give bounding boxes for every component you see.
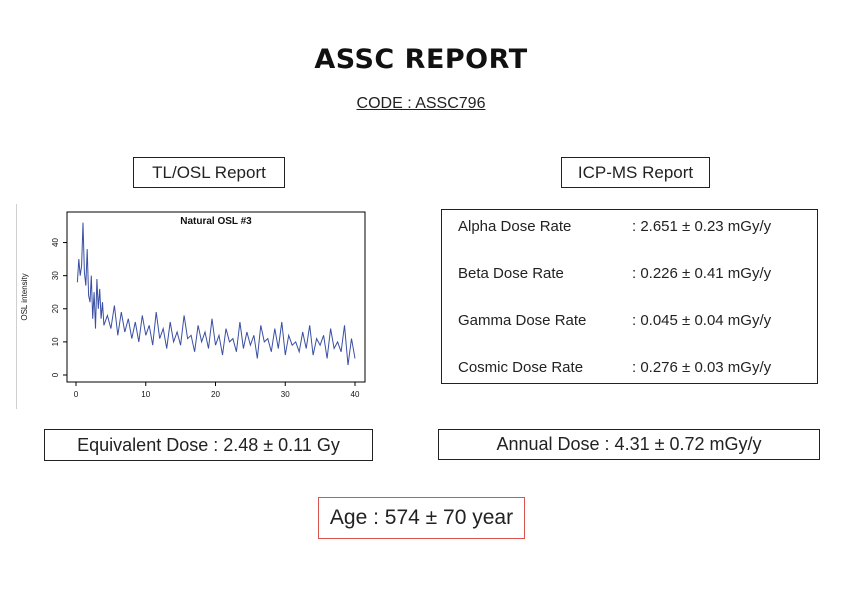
dose-value: : 0.276 ± 0.03 mGy/y <box>632 359 772 376</box>
y-axis: 0 10 20 30 40 <box>51 238 67 377</box>
age-result-box: Age : 574 ± 70 year <box>318 497 525 539</box>
chart-border-edge <box>16 204 17 409</box>
dose-row-gamma: Gamma Dose Rate : 0.045 ± 0.04 mGy/y <box>442 312 817 332</box>
report-title: ASSC REPORT <box>314 44 528 75</box>
dose-value: : 2.651 ± 0.23 mGy/y <box>632 218 772 235</box>
dose-row-alpha: Alpha Dose Rate : 2.651 ± 0.23 mGy/y <box>442 218 817 238</box>
report-code: CODE : ASSC796 <box>356 95 486 112</box>
x-tick-label: 40 <box>351 390 360 399</box>
osl-chart-svg: Natural OSL #3 OSL intensity 0 10 20 30 40 0… <box>20 211 366 399</box>
dose-label: Cosmic Dose Rate <box>458 359 584 376</box>
dose-value: : 0.045 ± 0.04 mGy/y <box>632 312 772 329</box>
chart-ylabel: OSL intensity <box>20 273 29 320</box>
y-tick-label: 10 <box>51 337 60 346</box>
equivalent-dose-box: Equivalent Dose : 2.48 ± 0.11 Gy <box>44 429 373 461</box>
y-tick-label: 30 <box>51 271 60 280</box>
x-tick-label: 20 <box>211 390 220 399</box>
tlosl-section-title: TL/OSL Report <box>133 157 285 188</box>
chart-plot-frame <box>66 211 366 383</box>
y-tick-label: 20 <box>51 304 60 313</box>
dose-row-cosmic: Cosmic Dose Rate : 0.276 ± 0.03 mGy/y <box>442 359 817 379</box>
dose-value: : 0.226 ± 0.41 mGy/y <box>632 265 772 282</box>
x-tick-label: 0 <box>74 390 79 399</box>
x-axis: 0 10 20 30 40 <box>74 382 360 399</box>
icpms-dose-table: Alpha Dose Rate : 2.651 ± 0.23 mGy/y Bet… <box>441 209 818 384</box>
y-tick-label: 40 <box>51 238 60 247</box>
dose-label: Gamma Dose Rate <box>458 312 587 329</box>
osl-series-line <box>76 222 356 366</box>
dose-row-beta: Beta Dose Rate : 0.226 ± 0.41 mGy/y <box>442 265 817 285</box>
chart-title: Natural OSL #3 <box>180 216 252 227</box>
dose-label: Alpha Dose Rate <box>458 218 572 235</box>
icpms-section-title: ICP-MS Report <box>561 157 710 188</box>
x-tick-label: 10 <box>141 390 150 399</box>
annual-dose-box: Annual Dose : 4.31 ± 0.72 mGy/y <box>438 429 820 460</box>
osl-chart: Natural OSL #3 OSL intensity 0 10 20 30 40 0… <box>14 202 374 412</box>
x-tick-label: 30 <box>281 390 290 399</box>
dose-label: Beta Dose Rate <box>458 265 564 282</box>
y-tick-label: 0 <box>51 372 60 377</box>
